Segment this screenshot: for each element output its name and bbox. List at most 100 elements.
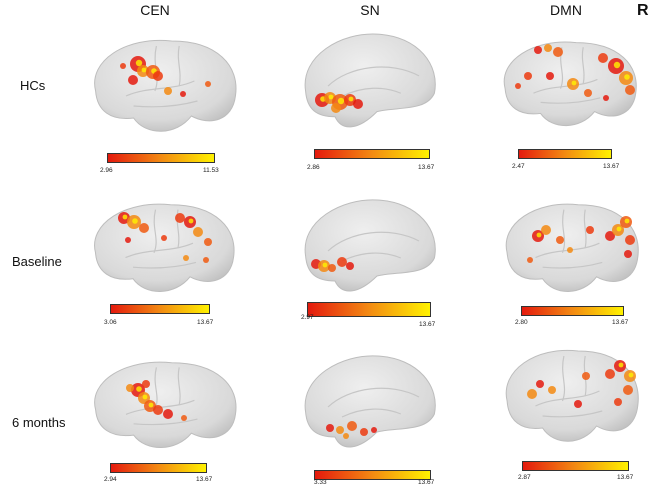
activation-cluster bbox=[328, 264, 336, 272]
colorbar-max-6-months-sn: 13.67 bbox=[418, 479, 435, 486]
brain-sulcus bbox=[561, 209, 566, 254]
activation-cluster bbox=[527, 389, 537, 399]
brain-rendering-6-months-dmn bbox=[505, 349, 639, 442]
brain-sulcus bbox=[133, 100, 198, 108]
brain-surface bbox=[94, 203, 235, 292]
colorbar-hcs-sn bbox=[314, 149, 430, 159]
activation-peak bbox=[337, 97, 345, 105]
activation-cluster bbox=[582, 372, 590, 380]
brain-rendering-6-months-cen bbox=[94, 361, 237, 448]
activation-cluster bbox=[153, 71, 163, 81]
activation-cluster bbox=[336, 426, 344, 434]
activation-cluster bbox=[548, 386, 556, 394]
row-label-6-months: 6 months bbox=[12, 415, 66, 430]
brain-sulcus bbox=[583, 209, 587, 249]
activation-cluster bbox=[347, 421, 357, 431]
activation-cluster bbox=[605, 369, 615, 379]
colorbar-min-hcs-sn: 2.86 bbox=[307, 164, 320, 171]
activation-cluster bbox=[326, 424, 334, 432]
brain-sulcus bbox=[125, 80, 195, 97]
brain-sulcus bbox=[327, 387, 420, 408]
brain-rendering-baseline-sn bbox=[304, 199, 436, 292]
colorbar-min-baseline-cen: 3.06 bbox=[104, 319, 117, 326]
brain-sulcus bbox=[540, 97, 601, 104]
right-hemisphere-marker: R bbox=[637, 2, 649, 19]
activation-cluster bbox=[603, 95, 609, 101]
activation-peak bbox=[348, 96, 354, 102]
activation-cluster bbox=[371, 427, 377, 433]
colorbar-max-baseline-sn: 13.67 bbox=[419, 321, 436, 328]
activation-peak bbox=[613, 61, 621, 69]
activation-cluster bbox=[553, 47, 563, 57]
brain-surface bbox=[304, 199, 436, 292]
colorbar-min-6-months-cen: 2.94 bbox=[104, 476, 117, 483]
activation-cluster bbox=[586, 226, 594, 234]
activation-cluster bbox=[183, 255, 189, 261]
activation-cluster bbox=[524, 72, 532, 80]
activation-cluster bbox=[598, 53, 608, 63]
activation-peak bbox=[188, 218, 194, 224]
brain-sulcus bbox=[581, 47, 585, 85]
column-title-dmn: DMN bbox=[550, 2, 582, 18]
activation-peak bbox=[132, 218, 138, 224]
activation-cluster bbox=[541, 225, 551, 235]
colorbar-max-hcs-cen: 11.53 bbox=[203, 167, 219, 174]
colorbar-hcs-cen bbox=[107, 153, 215, 163]
activation-cluster bbox=[343, 433, 349, 439]
activation-cluster bbox=[181, 415, 187, 421]
colorbar-6-months-sn bbox=[314, 470, 431, 480]
activation-peak bbox=[136, 386, 142, 392]
brain-sulcus bbox=[535, 390, 600, 407]
brain-rendering-hcs-dmn bbox=[503, 41, 637, 127]
brain-surface bbox=[94, 39, 237, 132]
brain-sulcus bbox=[125, 242, 194, 259]
activation-cluster bbox=[125, 237, 131, 243]
activation-peak bbox=[122, 214, 128, 220]
activation-cluster bbox=[515, 83, 521, 89]
colorbar-max-hcs-sn: 13.67 bbox=[418, 164, 435, 171]
column-title-cen: CEN bbox=[140, 2, 170, 18]
colorbar-min-6-months-sn: 3.33 bbox=[314, 479, 327, 486]
activation-cluster bbox=[153, 405, 163, 415]
brain-sulcus bbox=[133, 418, 198, 426]
row-label-baseline: Baseline bbox=[12, 254, 62, 269]
activation-cluster bbox=[623, 385, 633, 395]
activation-cluster bbox=[128, 75, 138, 85]
activation-cluster bbox=[126, 384, 134, 392]
brain-sulcus bbox=[542, 261, 603, 269]
activation-peak bbox=[328, 94, 334, 100]
brain-sulcus bbox=[327, 66, 420, 87]
activation-cluster bbox=[546, 72, 554, 80]
activation-cluster bbox=[574, 400, 582, 408]
activation-peak bbox=[616, 226, 622, 232]
brain-sulcus bbox=[533, 78, 598, 94]
colorbar-max-6-months-cen: 13.67 bbox=[196, 476, 213, 483]
brain-sulcus bbox=[176, 209, 180, 249]
activation-cluster bbox=[180, 91, 186, 97]
colorbar-min-hcs-dmn: 2.47 bbox=[512, 163, 525, 170]
activation-cluster bbox=[556, 236, 564, 244]
activation-cluster bbox=[193, 227, 203, 237]
activation-cluster bbox=[346, 262, 354, 270]
activation-cluster bbox=[203, 257, 209, 263]
colorbar-6-months-cen bbox=[110, 463, 207, 473]
colorbar-6-months-dmn bbox=[522, 461, 629, 471]
activation-cluster bbox=[584, 89, 592, 97]
activation-cluster bbox=[120, 63, 126, 69]
colorbar-max-baseline-dmn: 13.67 bbox=[612, 319, 629, 326]
colorbar-baseline-cen bbox=[110, 304, 210, 314]
colorbar-hcs-dmn bbox=[518, 149, 612, 159]
brain-surface bbox=[94, 361, 237, 448]
activation-cluster bbox=[139, 223, 149, 233]
activation-cluster bbox=[175, 213, 185, 223]
activation-peak bbox=[536, 232, 542, 238]
brain-sulcus bbox=[132, 261, 197, 269]
activation-cluster bbox=[163, 409, 173, 419]
colorbar-baseline-sn bbox=[307, 302, 431, 317]
brain-surface bbox=[304, 355, 436, 448]
brain-sulcus bbox=[153, 209, 157, 254]
activation-cluster bbox=[625, 85, 635, 95]
activation-cluster bbox=[527, 257, 533, 263]
colorbar-min-baseline-dmn: 2.80 bbox=[515, 319, 528, 326]
activation-cluster bbox=[204, 238, 212, 246]
